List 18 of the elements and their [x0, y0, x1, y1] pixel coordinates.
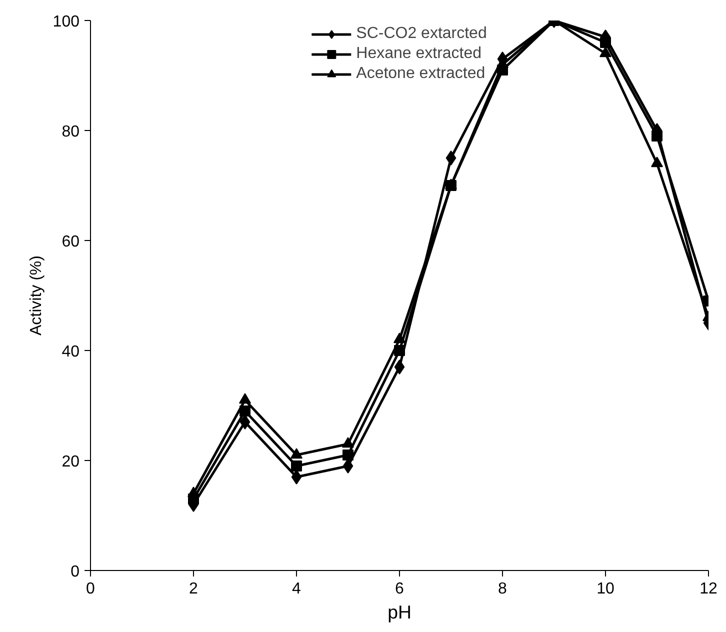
- legend-label: SC-CO2 extarcted: [356, 25, 487, 43]
- x-tick-label: 10: [596, 580, 614, 598]
- x-tick-label: 8: [498, 580, 508, 598]
- legend-label: Hexane extracted: [356, 45, 482, 63]
- legend-label: Acetone extracted: [356, 65, 486, 83]
- y-tick-label: 80: [62, 124, 80, 140]
- y-axis-title: Activity (%): [28, 256, 45, 336]
- x-tick-label: 12: [700, 580, 718, 598]
- x-tick-label: 2: [189, 580, 198, 598]
- y-tick-label: 60: [62, 234, 80, 250]
- x-tick-label: 6: [395, 580, 404, 598]
- y-tick-label: 40: [62, 344, 80, 360]
- x-tick-label: 4: [292, 580, 302, 598]
- x-axis-title: pH: [388, 602, 412, 622]
- y-tick-label: 100: [52, 14, 80, 30]
- y-tick-label: 0: [70, 564, 80, 580]
- x-tick-label: 0: [86, 580, 96, 598]
- y-tick-label: 20: [62, 454, 80, 470]
